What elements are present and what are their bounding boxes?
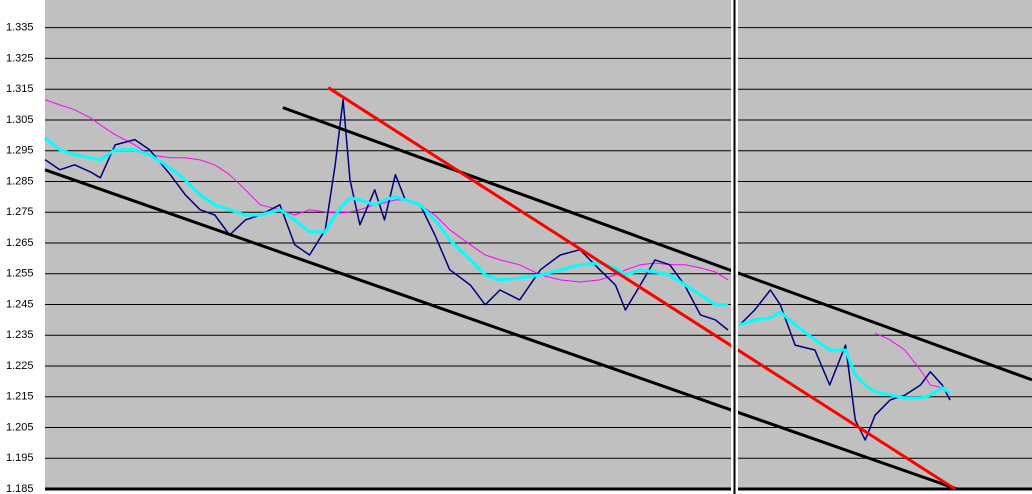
y-tick-label: 1.265: [6, 237, 34, 249]
series-line: [327, 86, 956, 491]
series-line: [44, 136, 951, 400]
y-tick-label: 1.215: [6, 391, 34, 403]
y-tick-label: 1.335: [6, 22, 34, 34]
y-tick-label: 1.225: [6, 360, 34, 372]
y-tick-label: 1.245: [6, 298, 34, 310]
y-tick-label: 1.255: [6, 268, 34, 280]
series-line: [282, 106, 1032, 382]
lines: [44, 86, 1032, 491]
grid: [45, 27, 1032, 491]
y-tick-label: 1.185: [6, 483, 34, 494]
y-tick-label: 1.205: [6, 421, 34, 433]
y-tick-label: 1.285: [6, 175, 34, 187]
plot-area: [45, 0, 1032, 489]
y-tick-label: 1.275: [6, 206, 34, 218]
y-tick-label: 1.195: [6, 452, 34, 464]
series-line: [44, 98, 951, 441]
y-tick-label: 1.295: [6, 145, 34, 157]
y-tick-label: 1.305: [6, 114, 34, 126]
y-tick-label: 1.325: [6, 52, 34, 64]
y-tick-label: 1.235: [6, 329, 34, 341]
y-tick-label: 1.315: [6, 83, 34, 95]
series-line: [44, 168, 958, 491]
